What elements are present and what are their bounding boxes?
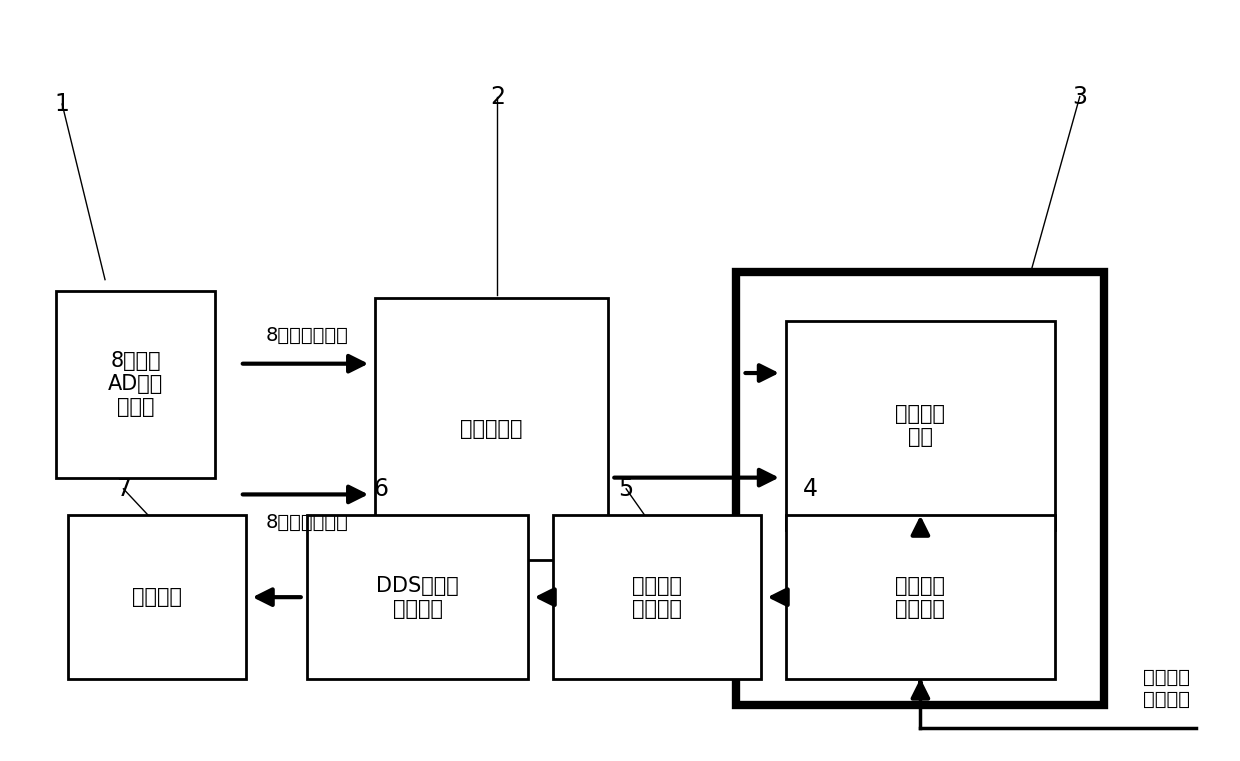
Text: 4: 4 <box>802 477 817 501</box>
Text: 5: 5 <box>619 477 634 501</box>
Bar <box>785 515 1055 680</box>
Bar <box>374 298 608 560</box>
Text: 3: 3 <box>1073 84 1087 109</box>
Text: 1: 1 <box>55 92 69 116</box>
Bar <box>68 515 246 680</box>
Text: 第二加减
法器: 第二加减 法器 <box>895 404 945 447</box>
Text: 7: 7 <box>115 477 131 501</box>
Bar <box>785 320 1055 530</box>
Text: DDS数字频
率合成器: DDS数字频 率合成器 <box>376 575 459 619</box>
Text: 8位并口
AD模数
转换器: 8位并口 AD模数 转换器 <box>108 351 164 418</box>
Bar <box>553 515 761 680</box>
Text: 控制字状
态锁存器: 控制字状 态锁存器 <box>895 575 945 619</box>
Text: 时钟控制
输入信号: 时钟控制 输入信号 <box>1143 668 1190 709</box>
Bar <box>737 272 1105 705</box>
Text: 6: 6 <box>373 477 388 501</box>
Text: 第一减法器: 第一减法器 <box>460 419 522 439</box>
Text: 发射电路: 发射电路 <box>133 587 182 607</box>
Bar <box>308 515 528 680</box>
Text: 8位理想值信号: 8位理想值信号 <box>265 326 348 345</box>
Text: 8位测量值信号: 8位测量值信号 <box>265 513 348 532</box>
Text: 模拟开关
电阻网络: 模拟开关 电阻网络 <box>632 575 682 619</box>
Bar <box>56 291 216 478</box>
Text: 2: 2 <box>490 84 505 109</box>
